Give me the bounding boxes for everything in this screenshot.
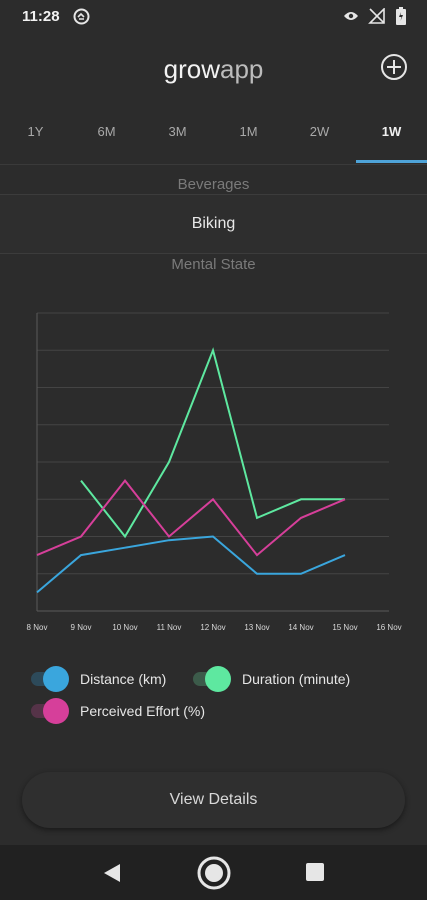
tab-1m[interactable]: 1M <box>239 124 258 139</box>
tab-indicator <box>356 160 427 163</box>
app-title: growapp <box>0 54 427 85</box>
legend-effort-toggle[interactable] <box>43 698 69 724</box>
tab-1w[interactable]: 1W <box>381 124 402 139</box>
legend-distance-label: Distance (km) <box>80 671 167 687</box>
x-tick-label: 15 Nov <box>332 623 357 632</box>
legend-effort[interactable]: Perceived Effort (%) <box>31 698 221 724</box>
legend-distance-toggle[interactable] <box>43 666 69 692</box>
app-bar: growapp <box>0 32 427 110</box>
x-tick-label: 14 Nov <box>288 623 313 632</box>
app-title-main: grow <box>163 54 220 84</box>
series-line-3 <box>36 478 346 557</box>
recents-icon[interactable] <box>306 863 324 881</box>
view-details-button[interactable]: View Details <box>22 772 405 828</box>
x-tick-label: 16 Nov <box>376 623 401 632</box>
x-tick-label: 10 Nov <box>112 623 137 632</box>
app-title-suffix: app <box>219 54 264 84</box>
legend-effort-label: Perceived Effort (%) <box>80 703 206 719</box>
line-chart: 8 Nov 9 Nov 10 Nov 11 Nov 12 Nov 13 Nov 14 Nov… <box>27 312 402 632</box>
eye-icon <box>344 12 358 20</box>
x-tick-label: 8 Nov <box>27 623 48 632</box>
legend-duration[interactable]: Duration (minute) <box>193 666 383 692</box>
battery-icon <box>396 7 406 25</box>
legend-duration-label: Duration (minute) <box>242 671 351 687</box>
x-tick-label: 9 Nov <box>71 623 92 632</box>
series-line-2 <box>80 347 345 539</box>
picker-item-selected[interactable]: Biking <box>0 194 427 254</box>
tab-3m[interactable]: 3M <box>168 124 187 139</box>
picker-item-above[interactable]: Beverages <box>177 176 250 193</box>
status-time: 11:28 <box>22 8 60 25</box>
tab-1y[interactable]: 1Y <box>27 124 44 139</box>
period-tabs: 1Y 6M 3M 1M 2W 1W <box>0 110 427 165</box>
picker-item-below[interactable]: Mental State <box>171 256 256 273</box>
series-line-1 <box>36 535 346 594</box>
nav-bar <box>0 845 427 900</box>
no-signal-icon <box>368 8 385 24</box>
home-icon[interactable] <box>196 855 232 891</box>
legend-duration-toggle[interactable] <box>205 666 231 692</box>
x-tick-label: 11 Nov <box>157 623 182 632</box>
x-tick-label: 13 Nov <box>244 623 269 632</box>
x-tick-label: 12 Nov <box>200 623 225 632</box>
tab-6m[interactable]: 6M <box>97 124 116 139</box>
add-icon[interactable] <box>379 52 409 82</box>
legend-distance[interactable]: Distance (km) <box>31 666 191 692</box>
sync-icon <box>73 8 90 25</box>
tab-2w[interactable]: 2W <box>309 124 330 139</box>
back-icon[interactable] <box>102 862 122 884</box>
status-bar: 11:28 <box>0 0 427 32</box>
